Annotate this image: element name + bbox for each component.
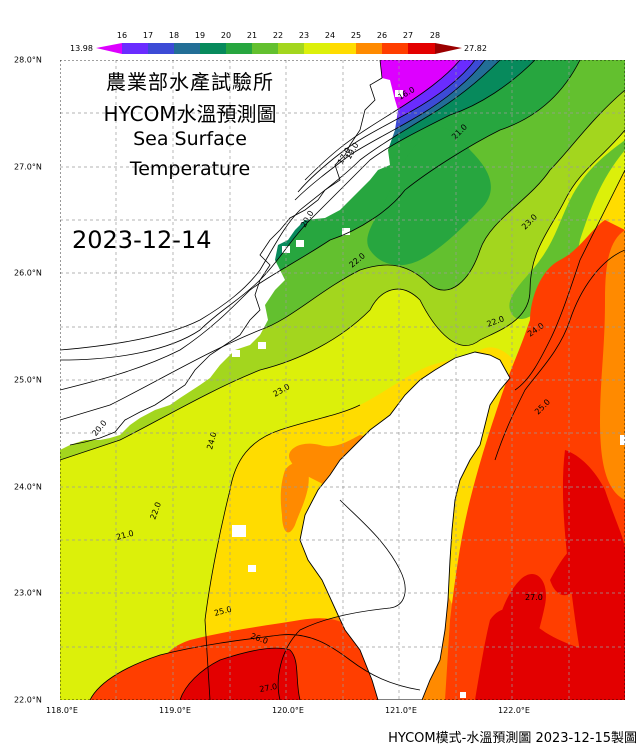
colorbar-tick: 23 <box>298 31 310 40</box>
colorbar-swatches <box>96 43 462 54</box>
colorbar-max-label: 27.82 <box>464 44 487 53</box>
lon-label: 118.0°E <box>46 706 78 715</box>
colorbar-tick: 24 <box>324 31 336 40</box>
colorbar-tick: 22 <box>272 31 284 40</box>
colorbar-tick: 16 <box>116 31 128 40</box>
lat-label: 26.0°N <box>14 268 42 278</box>
map-gridlines <box>60 60 625 700</box>
title-en-line2: Temperature <box>129 158 251 180</box>
lat-label: 28.0°N <box>14 55 42 65</box>
colorbar-tick: 19 <box>194 31 206 40</box>
lon-label: 120.0°E <box>272 706 304 715</box>
colorbar-tick: 26 <box>376 31 388 40</box>
title-product: HYCOM水溫預測圖 <box>103 102 277 126</box>
svg-text:24.0: 24.0 <box>205 431 218 451</box>
lat-label: 27.0°N <box>14 162 42 172</box>
colorbar-tick: 27 <box>402 31 414 40</box>
colorbar-tick: 28 <box>429 31 441 40</box>
colorbar-tick: 25 <box>350 31 362 40</box>
title-agency: 農業部水產試驗所 <box>106 70 274 94</box>
colorbar-tick: 20 <box>220 31 232 40</box>
colorbar: 13.98 27.82 16 17 18 19 20 21 22 23 24 2… <box>0 0 643 60</box>
lat-label: 24.0°N <box>14 482 42 492</box>
colorbar-tick: 21 <box>246 31 258 40</box>
lon-label: 122.0°E <box>498 706 530 715</box>
lat-label: 25.0°N <box>14 375 42 385</box>
forecast-date: 2023-12-14 <box>72 226 212 254</box>
colorbar-tick: 17 <box>142 31 154 40</box>
svg-text:21.0: 21.0 <box>115 529 135 542</box>
title-en-line1: Sea Surface <box>133 128 247 150</box>
contour-lines <box>60 60 625 700</box>
lat-label: 22.0°N <box>14 695 42 705</box>
footer-caption: HYCOM模式-水溫預測圖 2023-12-15製圖 <box>388 731 637 746</box>
colorbar-tick: 18 <box>168 31 180 40</box>
lat-label: 23.0°N <box>14 588 42 598</box>
lon-label: 121.0°E <box>385 706 417 715</box>
svg-text:27.0: 27.0 <box>525 593 543 602</box>
svg-text:25.0: 25.0 <box>213 605 233 618</box>
svg-text:27.0: 27.0 <box>259 682 278 694</box>
colorbar-min-label: 13.98 <box>70 44 93 53</box>
sst-map: 16.0 17.0 19.0 20.0 21.0 22.0 23.0 24.0 … <box>60 60 625 700</box>
lon-label: 119.0°E <box>159 706 191 715</box>
